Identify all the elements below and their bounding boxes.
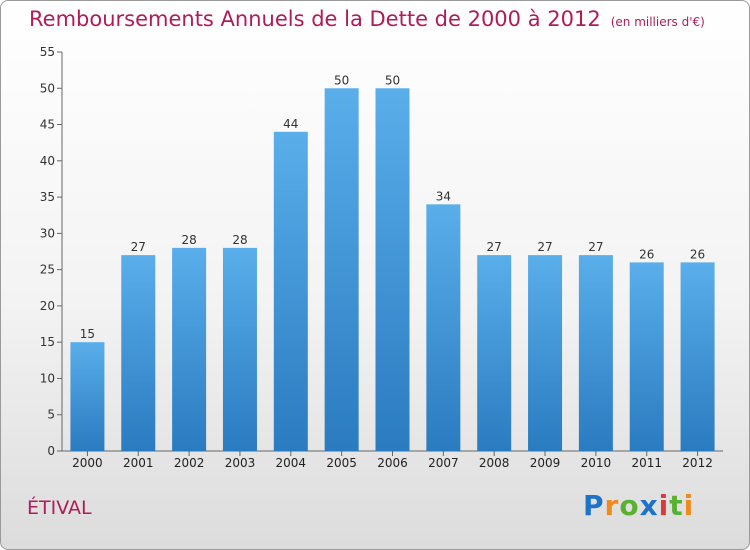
bar-2008 [477, 255, 512, 451]
logo-letter: t [669, 489, 684, 522]
bar-2010 [578, 255, 613, 451]
x-tick-label: 2006 [377, 456, 408, 470]
data-label: 27 [588, 240, 603, 254]
bar-2011 [629, 262, 664, 451]
y-tick-label: 35 [40, 190, 55, 204]
chart-title-text: Remboursements Annuels de la Dette de 20… [29, 7, 601, 31]
data-label: 28 [181, 233, 196, 247]
y-tick-label: 20 [40, 299, 55, 313]
bar-2002 [172, 247, 207, 451]
data-label: 44 [283, 117, 298, 131]
x-tick-label: 2001 [123, 456, 154, 470]
bar-2003 [222, 247, 257, 451]
x-tick-label: 2008 [479, 456, 510, 470]
x-tick-label: 2000 [72, 456, 103, 470]
bar-2007 [426, 204, 461, 451]
x-tick-label: 2002 [174, 456, 205, 470]
logo-letter: i [658, 489, 670, 522]
logo-letter: o [619, 489, 640, 522]
x-tick-label: 2007 [428, 456, 459, 470]
x-tick-label: 2011 [631, 456, 662, 470]
x-tick-label: 2009 [530, 456, 561, 470]
y-tick-label: 15 [40, 335, 55, 349]
x-tick-label: 2004 [276, 456, 307, 470]
chart-title: Remboursements Annuels de la Dette de 20… [29, 7, 705, 31]
y-tick-label: 5 [47, 408, 55, 422]
data-label: 26 [639, 247, 654, 261]
bar-2004 [273, 131, 308, 452]
data-label: 50 [385, 73, 400, 87]
y-tick-label: 0 [47, 444, 55, 458]
bar-2005 [324, 88, 359, 451]
y-tick-label: 25 [40, 263, 55, 277]
y-tick-label: 10 [40, 371, 55, 385]
y-tick-label: 30 [40, 226, 55, 240]
data-label: 34 [436, 189, 451, 203]
bar-2000 [70, 342, 105, 451]
y-tick-label: 40 [40, 154, 55, 168]
commune-name: ÉTIVAL [27, 497, 92, 519]
bar-2009 [528, 255, 563, 451]
data-label: 28 [232, 233, 247, 247]
chart-unit: (en milliers d'€) [610, 15, 705, 29]
x-tick-label: 2003 [225, 456, 256, 470]
y-tick-label: 50 [40, 81, 55, 95]
data-label: 27 [487, 240, 502, 254]
y-tick-label: 55 [40, 45, 55, 59]
logo-letter: x [639, 489, 659, 522]
bar-2006 [375, 88, 410, 451]
x-tick-label: 2005 [326, 456, 357, 470]
proxiti-logo: Proxiti [583, 489, 694, 522]
bar-2012 [680, 262, 715, 451]
y-tick-label: 45 [40, 118, 55, 132]
data-label: 27 [537, 240, 552, 254]
logo-letter: P [583, 489, 605, 522]
data-label: 15 [80, 327, 95, 341]
x-tick-label: 2010 [581, 456, 612, 470]
x-tick-label: 2012 [682, 456, 713, 470]
logo-letter: r [604, 489, 620, 522]
data-label: 27 [131, 240, 146, 254]
logo-letter: i [683, 489, 695, 522]
bar-2001 [121, 255, 156, 451]
data-label: 26 [690, 247, 705, 261]
data-label: 50 [334, 73, 349, 87]
